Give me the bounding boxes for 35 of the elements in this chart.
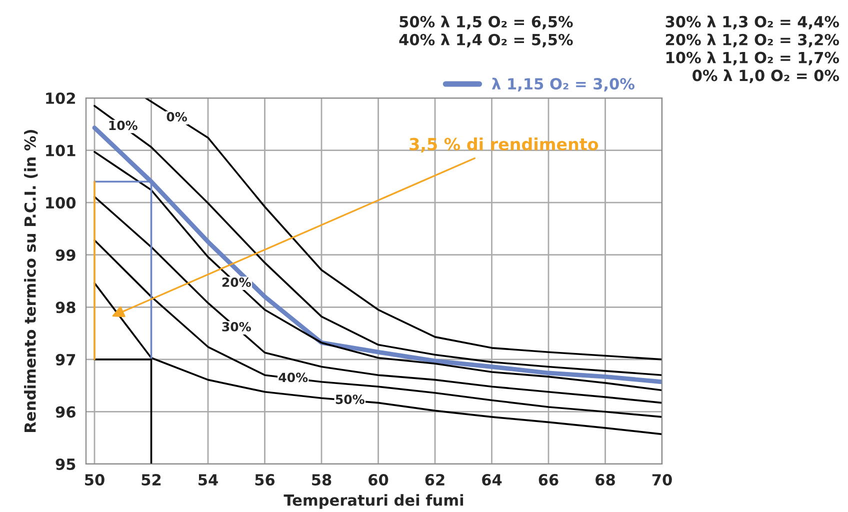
x-tick-label: 68	[596, 474, 615, 486]
series-label: 0%	[166, 112, 188, 122]
series-label: 30%	[222, 322, 251, 332]
y-tick-label: 102	[46, 92, 75, 104]
series-label: 20%	[222, 278, 251, 287]
x-tick-label: 60	[368, 474, 388, 486]
y-axis-title: Rendimento termico su P.C.I. (in %)	[24, 130, 38, 432]
y-tick-label: 96	[56, 406, 76, 418]
y-tick-label: 100	[46, 197, 76, 209]
legend-label: λ 1,15 O₂ = 3,0%	[492, 78, 634, 92]
y-tick-label: 99	[56, 249, 76, 261]
text: 20% λ 1,2 O₂ = 3,2%	[666, 34, 840, 48]
x-tick-label: 56	[255, 474, 275, 486]
y-tick-label: 98	[56, 302, 76, 314]
series-label: 40%	[278, 372, 308, 382]
y-tick-label: 97	[56, 354, 76, 366]
text: 40% λ 1,4 O₂ = 5,5%	[399, 34, 573, 48]
x-tick-label: 50	[85, 474, 104, 486]
x-axis-title: Temperaturi dei fumi	[284, 494, 464, 509]
x-tick-label: 66	[538, 474, 558, 486]
x-tick-label: 62	[425, 474, 444, 486]
series-label: 10%	[109, 120, 138, 130]
series-label: 50%	[336, 394, 364, 404]
annotation: 3,5 % di rendimento	[410, 138, 598, 153]
text: 10% λ 1,1 O₂ = 1,7%	[666, 51, 840, 66]
x-tick-label: 64	[482, 474, 502, 486]
x-tick-label: 58	[312, 474, 332, 486]
y-tick-label: 101	[46, 144, 76, 156]
x-tick-label: 52	[142, 474, 161, 486]
x-tick-label: 70	[652, 474, 672, 486]
text: 30% λ 1,3 O₂ = 4,4%	[666, 16, 840, 30]
y-tick-label: 95	[56, 458, 76, 470]
text: 0% λ 1,0 O₂ = 0%	[692, 69, 840, 84]
text: 50% λ 1,5 O₂ = 6,5%	[400, 16, 573, 30]
x-tick-label: 54	[198, 474, 218, 486]
